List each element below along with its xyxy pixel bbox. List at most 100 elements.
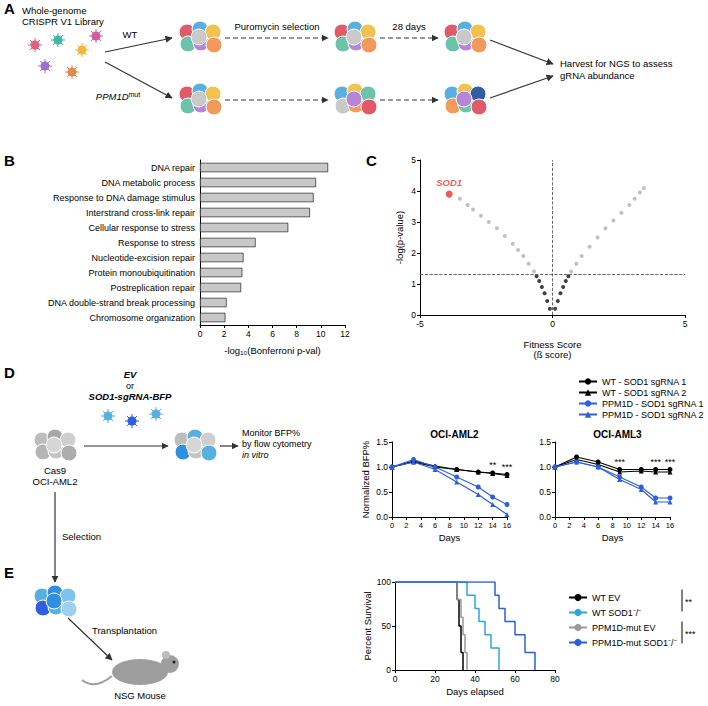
svg-text:OCI-AML3: OCI-AML3 [593, 429, 642, 440]
svg-text:0: 0 [198, 329, 203, 339]
svg-text:14: 14 [651, 521, 659, 530]
svg-text:***: *** [502, 462, 513, 472]
svg-text:4: 4 [411, 186, 416, 196]
svg-text:8: 8 [447, 521, 451, 530]
svg-text:OCI-AML2: OCI-AML2 [430, 429, 479, 440]
svg-text:PPM1Dmut: PPM1Dmut [96, 91, 140, 103]
svg-text:4: 4 [582, 521, 586, 530]
svg-text:60: 60 [510, 674, 520, 684]
svg-text:1: 1 [411, 279, 416, 289]
svg-text:C: C [366, 152, 377, 169]
svg-text:100: 100 [377, 577, 391, 587]
svg-text:10: 10 [623, 521, 631, 530]
svg-text:Percent Survival: Percent Survival [362, 591, 373, 660]
svg-text:Transplantation: Transplantation [92, 625, 157, 636]
svg-text:Nucleotide-excision repair: Nucleotide-excision repair [91, 253, 195, 263]
svg-text:B: B [4, 152, 15, 169]
svg-text:0.0: 0.0 [376, 512, 388, 522]
svg-text:12: 12 [637, 521, 645, 530]
svg-text:1.0: 1.0 [376, 462, 388, 472]
svg-text:6: 6 [596, 521, 600, 530]
svg-text:Days: Days [439, 532, 461, 543]
svg-text:16: 16 [503, 521, 511, 530]
svg-text:0: 0 [390, 521, 394, 530]
svg-text:OCI-AML2: OCI-AML2 [33, 476, 78, 487]
svg-text:4: 4 [246, 329, 251, 339]
svg-text:5: 5 [411, 155, 416, 165]
svg-text:SOD1-sgRNA-BFP: SOD1-sgRNA-BFP [89, 391, 173, 402]
svg-text:Cas9: Cas9 [44, 465, 66, 476]
svg-text:PPM1D - SOD1 sgRNA 1: PPM1D - SOD1 sgRNA 1 [602, 399, 704, 409]
svg-text:28 days: 28 days [392, 21, 426, 32]
svg-text:gRNA abundance: gRNA abundance [560, 70, 634, 81]
svg-text:Days: Days [602, 532, 624, 543]
svg-text:by flow cytometry: by flow cytometry [242, 439, 312, 449]
svg-text:Chromosome organization: Chromosome organization [89, 313, 195, 323]
svg-text:1.5: 1.5 [539, 437, 551, 447]
svg-text:WT EV: WT EV [592, 593, 620, 603]
svg-text:0.0: 0.0 [539, 512, 551, 522]
svg-text:6: 6 [433, 521, 437, 530]
svg-text:-log₁₀(Bonferroni p-val): -log₁₀(Bonferroni p-val) [224, 345, 320, 356]
svg-text:16: 16 [666, 521, 674, 530]
svg-text:in vitro: in vitro [242, 450, 269, 460]
svg-text:40: 40 [470, 674, 480, 684]
svg-text:***: *** [665, 457, 676, 467]
svg-text:2: 2 [404, 521, 408, 530]
svg-text:Interstrand cross-link repair: Interstrand cross-link repair [86, 208, 195, 218]
svg-text:Response to DNA damage stimulu: Response to DNA damage stimulus [53, 193, 196, 203]
svg-text:12: 12 [340, 329, 350, 339]
svg-text:3: 3 [411, 217, 416, 227]
svg-text:1.0: 1.0 [539, 462, 551, 472]
svg-text:4: 4 [419, 521, 423, 530]
svg-text:0: 0 [393, 674, 398, 684]
svg-text:Days elapsed: Days elapsed [446, 686, 504, 697]
svg-text:Puromycin selection: Puromycin selection [234, 21, 319, 32]
svg-text:10: 10 [316, 329, 326, 339]
svg-text:6: 6 [270, 329, 275, 339]
svg-text:0: 0 [553, 521, 557, 530]
svg-text:2: 2 [411, 248, 416, 258]
svg-text:12: 12 [474, 521, 482, 530]
svg-text:1.5: 1.5 [376, 437, 388, 447]
svg-text:0: 0 [550, 319, 555, 329]
svg-text:DNA double-strand break proces: DNA double-strand break processing [48, 298, 195, 308]
svg-text:SOD1: SOD1 [436, 177, 462, 188]
svg-text:WT - SOD1 sgRNA 1: WT - SOD1 sgRNA 1 [602, 377, 686, 387]
svg-text:***: *** [650, 457, 661, 467]
svg-text:Whole-genome: Whole-genome [22, 5, 86, 16]
svg-text:10: 10 [460, 521, 468, 530]
svg-text:CRISPR V1 Library: CRISPR V1 Library [22, 16, 104, 27]
svg-text:20: 20 [430, 674, 440, 684]
svg-text:DNA metabolic process: DNA metabolic process [101, 178, 195, 188]
svg-text:5: 5 [683, 319, 688, 329]
svg-text:***: *** [685, 629, 696, 639]
svg-text:PPM1D - SOD1 sgRNA 2: PPM1D - SOD1 sgRNA 2 [602, 410, 704, 420]
svg-text:DNA repair: DNA repair [151, 163, 195, 173]
svg-text:PPM1D-mut SOD1⁻/⁻: PPM1D-mut SOD1⁻/⁻ [592, 638, 677, 648]
svg-text:2: 2 [222, 329, 227, 339]
svg-text:Cellular response to stress: Cellular response to stress [88, 223, 195, 233]
svg-text:**: ** [685, 597, 693, 607]
svg-text:WT: WT [123, 29, 138, 40]
svg-text:(ß score): (ß score) [534, 349, 572, 360]
svg-text:8: 8 [610, 521, 614, 530]
svg-text:14: 14 [488, 521, 496, 530]
svg-text:E: E [4, 564, 14, 581]
svg-text:2: 2 [567, 521, 571, 530]
svg-text:WT - SOD1 sgRNA 2: WT - SOD1 sgRNA 2 [602, 388, 686, 398]
svg-text:50: 50 [382, 621, 392, 631]
svg-text:-5: -5 [416, 319, 424, 329]
svg-text:Response to stress: Response to stress [118, 238, 196, 248]
svg-text:0: 0 [386, 665, 391, 675]
svg-text:**: ** [489, 460, 497, 470]
svg-text:0.5: 0.5 [539, 487, 551, 497]
svg-text:80: 80 [550, 674, 560, 684]
svg-text:Normalized BFP%: Normalized BFP% [360, 440, 371, 518]
svg-text:WT SOD1⁻/⁻: WT SOD1⁻/⁻ [592, 608, 641, 618]
svg-text:***: *** [614, 457, 625, 467]
svg-text:-log(p-value): -log(p-value) [394, 211, 405, 264]
svg-text:EV: EV [124, 369, 137, 380]
svg-text:A: A [4, 0, 15, 17]
svg-text:Harvest for NGS to assess: Harvest for NGS to assess [560, 58, 673, 69]
